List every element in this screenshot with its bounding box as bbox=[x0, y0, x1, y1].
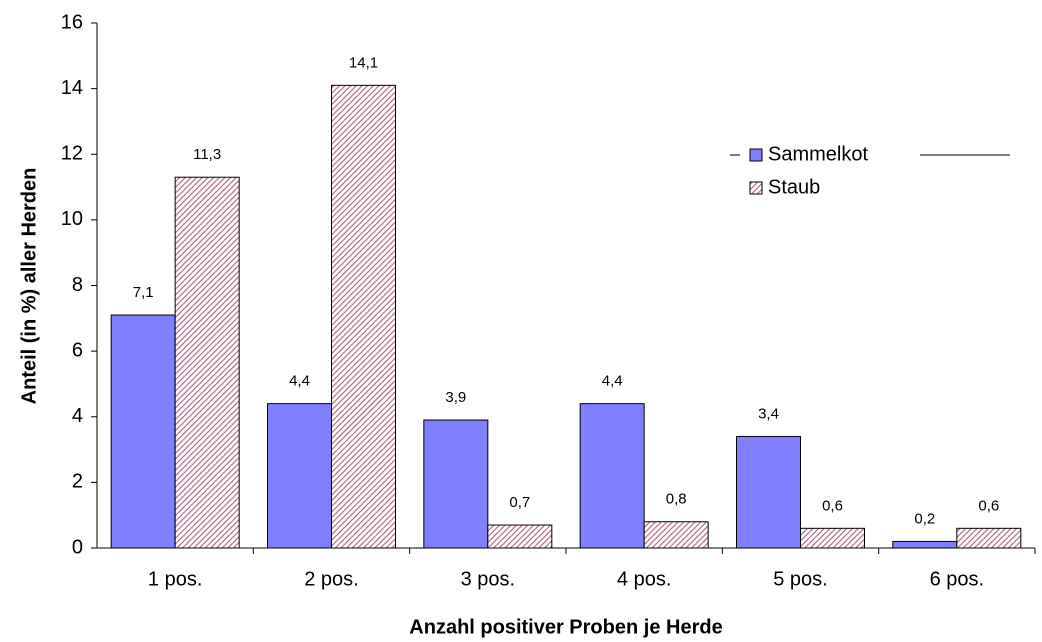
value-label: 0,8 bbox=[666, 491, 687, 508]
bar bbox=[174, 176, 240, 549]
bar bbox=[800, 527, 865, 549]
value-label: 0,6 bbox=[978, 497, 999, 514]
legend-label: Sammelkot bbox=[768, 143, 868, 165]
y-axis-title: Anteil (in %) aller Herden bbox=[18, 168, 40, 405]
value-label: 4,4 bbox=[289, 373, 310, 390]
value-label: 0,2 bbox=[914, 510, 935, 527]
value-label: 7,1 bbox=[133, 284, 154, 301]
legend-swatch bbox=[749, 148, 763, 162]
bar bbox=[267, 403, 332, 549]
y-tick-label: 8 bbox=[72, 274, 83, 296]
legend-label: Staub bbox=[768, 176, 820, 198]
legend-box bbox=[740, 138, 920, 206]
x-tick-label: 1 pos. bbox=[148, 568, 202, 590]
x-tick-label: 2 pos. bbox=[304, 568, 358, 590]
y-tick-label: 0 bbox=[72, 536, 83, 558]
bar bbox=[423, 419, 489, 549]
bar bbox=[331, 84, 396, 549]
y-tick-label: 12 bbox=[61, 143, 83, 165]
bar bbox=[110, 314, 176, 549]
value-label: 3,4 bbox=[758, 405, 779, 422]
y-tick-label: 16 bbox=[61, 11, 83, 33]
bar bbox=[956, 527, 1022, 549]
y-tick-label: 4 bbox=[72, 405, 83, 427]
bar bbox=[736, 435, 801, 549]
y-tick-label: 10 bbox=[61, 208, 83, 230]
legend-swatch bbox=[749, 181, 763, 195]
value-label: 0,7 bbox=[509, 494, 530, 511]
y-tick-label: 6 bbox=[72, 339, 83, 361]
value-label: 4,4 bbox=[602, 373, 623, 390]
bar bbox=[892, 540, 958, 549]
y-tick-label: 2 bbox=[72, 471, 83, 493]
value-label: 3,9 bbox=[445, 389, 466, 406]
x-tick-label: 5 pos. bbox=[773, 568, 827, 590]
x-axis-title: Anzahl positiver Proben je Herde bbox=[409, 616, 722, 638]
value-label: 11,3 bbox=[193, 146, 221, 163]
x-tick-label: 6 pos. bbox=[930, 568, 984, 590]
bar bbox=[643, 521, 709, 549]
value-label: 14,1 bbox=[349, 54, 378, 71]
bar bbox=[579, 403, 645, 549]
bar bbox=[487, 524, 553, 549]
y-tick-label: 14 bbox=[61, 77, 83, 99]
x-tick-label: 4 pos. bbox=[617, 568, 671, 590]
x-tick-label: 3 pos. bbox=[461, 568, 515, 590]
value-label: 0,6 bbox=[822, 497, 843, 514]
